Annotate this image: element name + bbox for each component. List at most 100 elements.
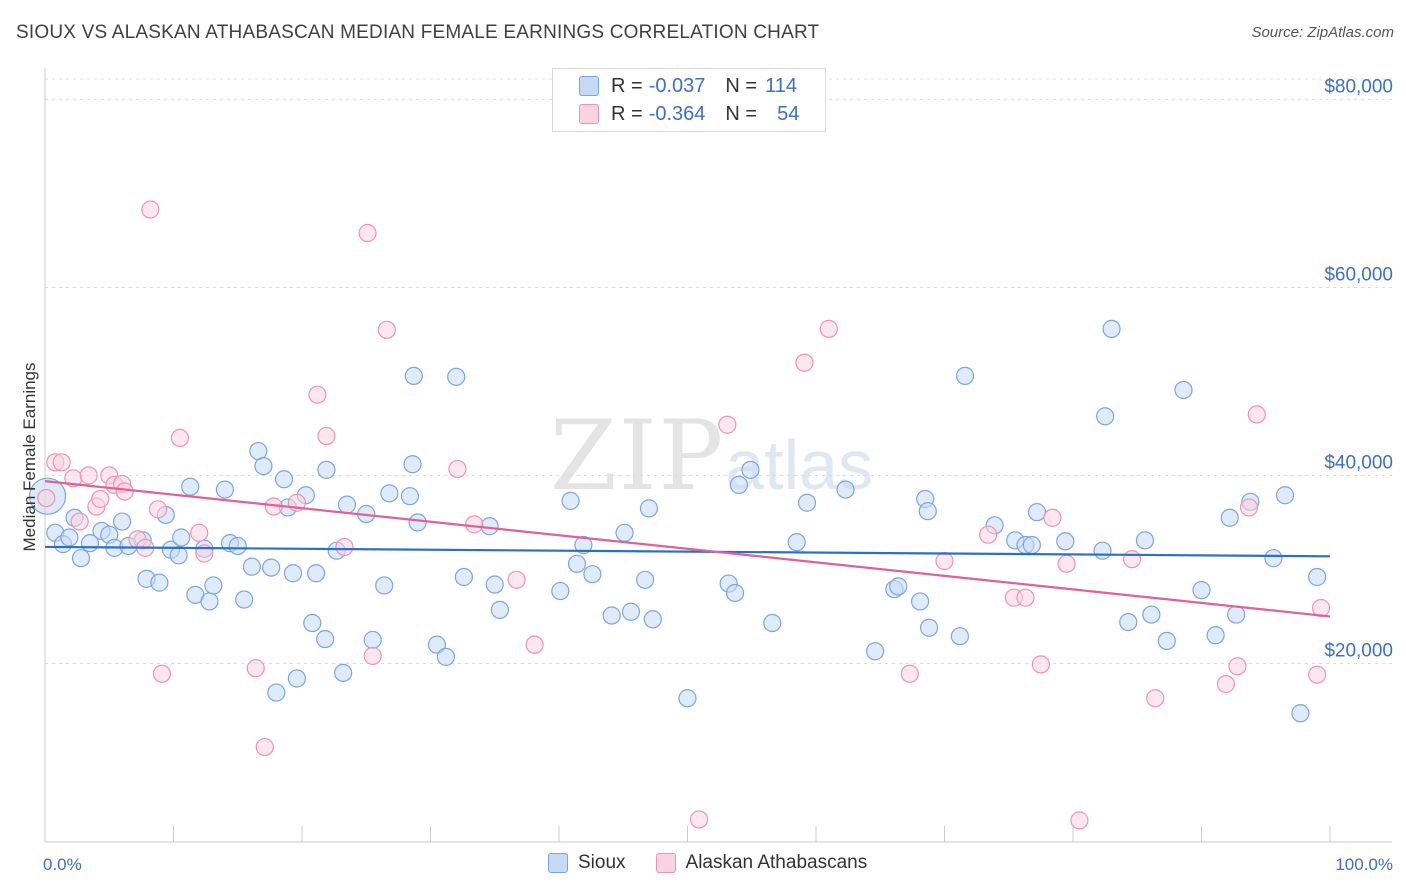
legend-r-value: -0.037	[648, 74, 706, 97]
alaskan-point	[1239, 498, 1259, 517]
sioux-point	[169, 546, 188, 565]
series-swatch-sioux	[548, 853, 568, 873]
trend-lines	[44, 480, 1331, 618]
alaskan-point	[70, 512, 89, 531]
sioux-point	[836, 480, 855, 499]
alaskan-point	[255, 737, 274, 757]
sioux-point	[215, 480, 234, 499]
sioux-point	[404, 366, 423, 385]
legend-swatch-alaskan	[579, 104, 599, 124]
alaskan-point	[1016, 588, 1035, 607]
alaskan-point	[1057, 554, 1076, 573]
sioux-point	[561, 491, 580, 510]
sioux-point	[551, 581, 570, 601]
sioux-point	[787, 533, 806, 552]
sioux-point	[643, 610, 662, 629]
series-legend-alaskan[interactable]: Alaskan Athabascans	[655, 852, 867, 874]
sioux-point	[274, 470, 294, 489]
sioux-point	[729, 475, 749, 494]
alaskan-point	[689, 810, 709, 829]
sioux-point	[910, 592, 930, 611]
sioux-point	[228, 536, 247, 556]
legend-r-label: R =	[611, 74, 643, 97]
sioux-point	[1022, 535, 1041, 555]
sioux-point	[380, 484, 399, 503]
sioux-point	[639, 499, 659, 518]
sioux-point	[200, 592, 219, 611]
sioux-point	[1227, 605, 1246, 624]
chart-title: SIOUX VS ALASKAN ATHABASCAN MEDIAN FEMAL…	[16, 22, 820, 43]
sioux-point	[254, 456, 273, 476]
alaskan-point	[52, 453, 71, 472]
alaskan-point	[1247, 405, 1266, 424]
legend-row-alaskan: R = -0.364 N = 54	[579, 101, 799, 127]
alaskan-point	[308, 385, 327, 404]
sioux-point	[1291, 704, 1310, 723]
alaskan-point	[1216, 675, 1236, 694]
alaskan-point	[1146, 689, 1165, 708]
sioux-point	[866, 642, 885, 661]
sioux-point	[303, 613, 322, 633]
alaskan-point	[363, 646, 382, 666]
legend-r-value: -0.364	[648, 102, 706, 125]
y-tick-label: $20,000	[1324, 640, 1393, 661]
sioux-point	[436, 647, 456, 666]
sioux-point	[242, 557, 261, 576]
sioux-point	[204, 576, 223, 595]
watermark-zip: ZIP	[550, 400, 726, 512]
sioux-point	[454, 567, 474, 587]
alaskan-point	[1070, 811, 1089, 830]
sioux-trend-line	[44, 545, 1331, 558]
alaskan-point	[91, 489, 110, 509]
correlation-legend: R = -0.037 N = 114 R = -0.364 N = 54	[552, 68, 826, 132]
sioux-point	[267, 683, 286, 702]
sioux-point	[363, 630, 382, 650]
alaskan-point	[795, 353, 814, 372]
alaskan-trend-line	[44, 480, 1331, 618]
sioux-point	[918, 502, 937, 521]
sioux-point	[1264, 549, 1283, 568]
alaskan-point	[1043, 508, 1062, 527]
alaskan-point	[79, 466, 98, 485]
sioux-point	[490, 600, 509, 619]
sioux-point	[375, 576, 394, 595]
legend-r-label: R =	[611, 102, 643, 125]
alaskan-point	[465, 515, 484, 534]
x-tick-label-max: 100.0%	[1335, 855, 1393, 874]
axes	[44, 68, 1392, 843]
sioux-point	[678, 689, 697, 708]
series-legend-sioux[interactable]: Sioux	[548, 852, 626, 874]
sioux-point	[400, 487, 420, 506]
sioux-point	[635, 570, 655, 589]
sioux-point	[615, 523, 634, 542]
sioux-point	[181, 477, 200, 496]
sioux-point	[1206, 626, 1225, 645]
alaskan-point	[979, 525, 998, 544]
alaskan-point	[170, 428, 190, 448]
sioux-point	[763, 613, 782, 633]
sioux-point	[1174, 380, 1193, 400]
alaskan-point	[819, 319, 838, 338]
sioux-point	[334, 663, 353, 682]
legend-row-sioux: R = -0.037 N = 114	[579, 73, 797, 99]
sioux-point	[1102, 319, 1121, 338]
series-legend: Sioux Alaskan Athabascans	[548, 852, 897, 874]
legend-swatch-sioux	[579, 76, 599, 96]
alaskan-point	[358, 223, 377, 243]
sioux-point	[172, 528, 191, 547]
sioux-point	[1157, 631, 1176, 650]
sioux-point	[307, 564, 326, 583]
sioux-point	[403, 455, 422, 474]
legend-n-label: N =	[725, 102, 758, 125]
y-tick-label: $80,000	[1324, 77, 1393, 98]
x-tick-label-min: 0.0%	[43, 855, 82, 874]
legend-n-label: N =	[725, 74, 758, 97]
legend-n-value: 114	[765, 74, 797, 97]
sioux-point	[1142, 605, 1161, 624]
sioux-point	[1056, 532, 1075, 551]
sioux-point	[150, 573, 169, 592]
alaskan-point	[152, 664, 172, 683]
alaskan-point	[900, 664, 919, 683]
y-tick-label: $40,000	[1324, 452, 1393, 473]
